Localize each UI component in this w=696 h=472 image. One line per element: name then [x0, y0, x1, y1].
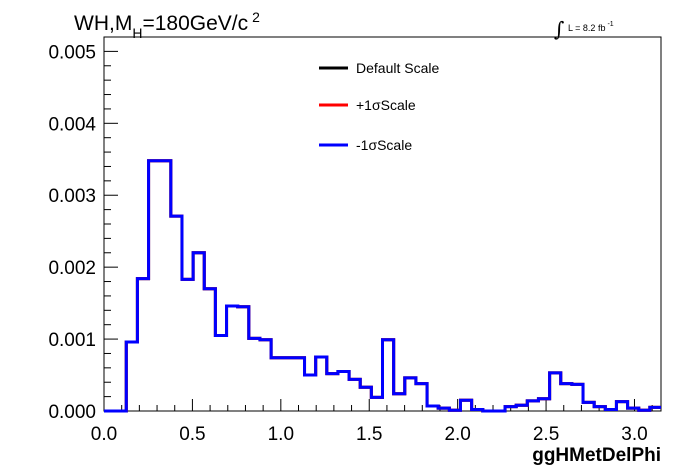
- y-tick-label: 0.001: [48, 330, 96, 351]
- y-tick-label: 0.005: [48, 42, 96, 63]
- integral-sign: ∫: [554, 17, 564, 41]
- series-line-2: [104, 159, 661, 413]
- y-tick-label: 0.000: [48, 402, 96, 423]
- x-tick-label: 1.5: [356, 424, 382, 445]
- chart-title: WH,MH=180GeV/c 2: [74, 9, 260, 41]
- legend-entry-minus-sigma: -1σScale: [319, 137, 412, 153]
- x-tick-label: 3.0: [621, 424, 647, 445]
- y-tick-label: 0.004: [48, 114, 96, 135]
- y-axis: 0.000 0.001 0.002 0.003 0.004 0.005: [48, 36, 118, 423]
- legend-label-minus-sigma: -1σScale: [356, 137, 412, 153]
- x-axis: 0.0 0.5 1.0 1.5 2.0 2.5 3.0: [91, 399, 653, 445]
- y-tick-label: 0.003: [48, 186, 96, 207]
- legend-entry-plus-sigma: +1σScale: [319, 97, 416, 113]
- x-tick-label: 0.0: [91, 424, 117, 445]
- legend-entry-default-scale: Default Scale: [319, 60, 439, 76]
- legend-label-default-scale: Default Scale: [356, 60, 439, 76]
- luminosity-label: ∫ L = 8.2 fb -1: [554, 17, 614, 41]
- legend: Default Scale +1σScale -1σScale: [319, 60, 439, 153]
- x-tick-label: 2.0: [444, 424, 470, 445]
- x-axis-title: ggHMetDelPhi: [532, 445, 661, 466]
- series-layer: [104, 159, 661, 413]
- x-tick-label: 0.5: [179, 424, 205, 445]
- lumi-text: L = 8.2 fb -1: [568, 21, 614, 33]
- legend-label-plus-sigma: +1σScale: [356, 97, 416, 113]
- y-tick-label: 0.002: [48, 258, 96, 279]
- x-tick-label: 1.0: [268, 424, 294, 445]
- x-tick-label: 2.5: [533, 424, 559, 445]
